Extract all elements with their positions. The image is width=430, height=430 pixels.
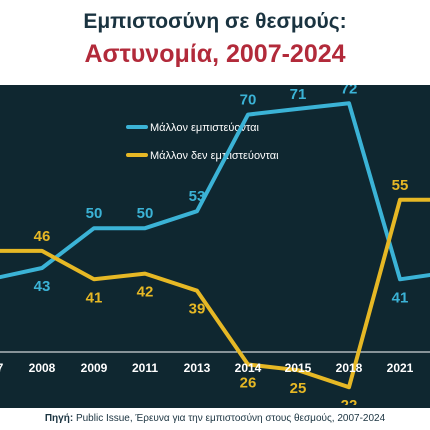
- data-label: 39: [189, 301, 206, 318]
- x-tick-label: 2008: [29, 361, 56, 375]
- line-chart: Μάλλον εμπιστεύονται Μάλλον δεν εμπιστεύο…: [0, 85, 430, 405]
- chart-subtitle: Αστυνομία, 2007-2024: [84, 40, 346, 68]
- data-label: 50: [137, 205, 154, 222]
- chart-title: Εμπιστοσύνη σε θεσμούς:: [83, 10, 347, 33]
- data-label: 46: [34, 228, 51, 245]
- data-label: 70: [240, 92, 257, 109]
- data-label: 53: [189, 188, 206, 205]
- data-label: 50: [86, 205, 103, 222]
- source-text: Public Issue, Έρευνα για την εμπιστοσύνη…: [75, 413, 386, 424]
- data-label: 25: [290, 380, 307, 397]
- source-label: Πηγή:: [44, 413, 74, 424]
- chart-header: Εμπιστοσύνη σε θεσμούς: Αστυνομία, 2007-…: [0, 0, 430, 85]
- x-tick-label: 2018: [336, 361, 363, 375]
- x-tick-label: 2011: [132, 361, 158, 375]
- data-label: 22: [341, 397, 358, 405]
- data-label: 43: [34, 278, 51, 295]
- data-label: 41: [86, 289, 103, 306]
- data-label: 26: [240, 375, 257, 392]
- x-tick-label: 2013: [184, 361, 211, 375]
- x-tick-label: 2021: [387, 361, 414, 375]
- source-footer: Πηγή: Public Issue, Έρευνα για την εμπισ…: [0, 408, 430, 430]
- series-line-0: [0, 101, 430, 282]
- legend-label-0: Μάλλον εμπιστεύονται: [150, 122, 260, 134]
- x-tick-label: 7: [0, 361, 4, 375]
- data-label: 71: [290, 86, 307, 103]
- data-label: 72: [341, 85, 358, 97]
- x-tick-label: 2015: [285, 361, 312, 375]
- x-tick-label: 2009: [81, 361, 108, 375]
- series-line-1: [0, 197, 430, 390]
- legend-label-1: Μάλλον δεν εμπιστεύονται: [150, 150, 279, 162]
- data-label: 55: [392, 177, 409, 194]
- data-label: 42: [137, 284, 154, 301]
- data-label: 41: [392, 289, 409, 306]
- x-tick-label: 2014: [235, 361, 262, 375]
